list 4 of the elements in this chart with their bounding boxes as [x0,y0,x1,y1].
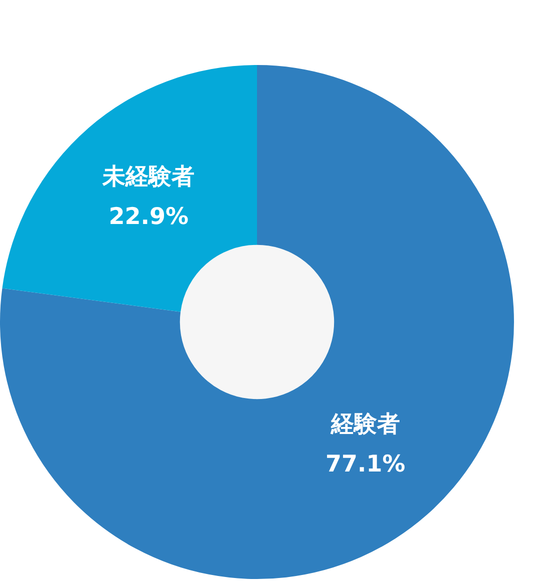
slice-label: 未経験者 [102,164,195,190]
slice-label: 経験者 [330,412,400,438]
data-label: 22.9% [108,204,189,230]
data-label: 77.1% [325,452,406,478]
